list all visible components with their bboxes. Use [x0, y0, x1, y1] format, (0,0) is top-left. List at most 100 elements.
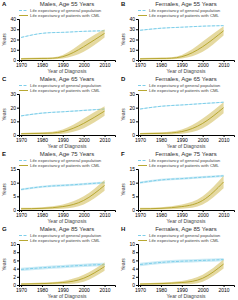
y-tick-mark: [17, 260, 19, 261]
band: [140, 258, 223, 266]
x-tick-label: 1990: [177, 62, 188, 68]
x-tick-label: 1970: [135, 137, 146, 143]
panel: 197019801990200020100246810Year of Diagn…: [1, 226, 116, 299]
x-tick-label: 2010: [219, 287, 230, 293]
y-tick-label: 0: [13, 132, 16, 138]
y-tick-mark: [17, 108, 19, 109]
y-tick-label: 10: [129, 241, 135, 247]
y-tick: 10: [10, 241, 19, 247]
x-tick: 2000: [198, 285, 209, 293]
plot-area: [140, 258, 223, 285]
legend: Life expectancy of general populationLif…: [138, 83, 221, 93]
line: [140, 176, 223, 183]
x-tick: 2000: [79, 210, 90, 218]
y-tick-mark: [136, 135, 138, 136]
y-axis-title: Years: [1, 258, 7, 271]
y-tick-mark: [136, 108, 138, 109]
x-tick-label: 2000: [198, 287, 209, 293]
y-tick-label: 4: [13, 266, 16, 272]
y-tick-mark: [17, 60, 19, 61]
y-axis-line: [17, 170, 20, 211]
x-tick-label: 1970: [135, 287, 146, 293]
y-tick-label: 20: [10, 105, 16, 111]
y-tick-mark: [136, 183, 138, 184]
legend: Life expectancy of general populationLif…: [138, 8, 221, 18]
y-tick-label: 5: [13, 193, 16, 199]
x-tick: 1970: [16, 135, 27, 143]
x-tick-label: 2010: [100, 212, 111, 218]
band: [140, 102, 223, 110]
y-tick: 10: [10, 118, 19, 124]
legend-item: Life expectancy of patients with CML: [19, 238, 101, 243]
y-tick: 20: [129, 105, 138, 111]
legend-swatch: [19, 15, 28, 16]
title: Females, Age 75 Years: [155, 151, 217, 157]
y-tick-mark: [136, 169, 138, 170]
y-axis: 0102030: [10, 91, 19, 138]
y-tick-mark: [17, 196, 19, 197]
y-axis: 051015: [129, 166, 138, 213]
panel-label: F: [121, 151, 125, 157]
line: [140, 108, 223, 134]
y-tick: 0: [132, 282, 138, 288]
plot-area: [140, 25, 223, 59]
plot-area: [140, 175, 223, 210]
y-tick: 6: [132, 258, 138, 264]
y-tick: 0: [13, 282, 19, 288]
y-tick: 30: [129, 26, 138, 32]
y-tick: 5: [132, 193, 138, 199]
y-tick-label: 20: [129, 105, 135, 111]
y-tick-mark: [17, 244, 19, 245]
y-tick: 4: [13, 266, 19, 272]
x-axis: 19701980199020002010: [16, 135, 115, 143]
x-tick: 1970: [16, 60, 27, 68]
x-tick-label: 2010: [100, 287, 111, 293]
band: [140, 260, 223, 285]
x-axis-title: Year of Diagnosis: [47, 293, 87, 299]
plot-area: [21, 180, 104, 210]
y-axis-line: [136, 20, 139, 61]
y-tick-mark: [136, 94, 138, 95]
legend-swatch: [138, 10, 147, 11]
x-tick: 1990: [177, 60, 188, 68]
y-tick: 4: [132, 266, 138, 272]
band: [21, 180, 104, 210]
y-tick-mark: [136, 50, 138, 51]
y-tick-label: 30: [129, 91, 135, 97]
y-axis: 010203040: [10, 16, 19, 63]
x-tick: 1970: [16, 285, 27, 293]
legend: Life expectancy of general populationLif…: [19, 233, 102, 243]
y-tick-mark: [17, 277, 19, 278]
x-tick: 1990: [177, 135, 188, 143]
x-axis: 19701980199020002010: [16, 60, 115, 68]
x-tick-label: 1990: [177, 287, 188, 293]
x-axis: 19701980199020002010: [16, 285, 115, 293]
y-axis-title: Years: [120, 183, 126, 196]
x-tick: 2000: [79, 60, 90, 68]
band: [140, 175, 223, 184]
x-axis: 19701980199020002010: [16, 210, 115, 218]
x-tick-label: 1970: [135, 212, 146, 218]
y-tick-mark: [136, 210, 138, 211]
legend-label: Life expectancy of patients with CML: [30, 163, 101, 168]
y-tick: 10: [10, 180, 19, 186]
x-tick-label: 1970: [16, 287, 27, 293]
y-tick-mark: [136, 269, 138, 270]
y-tick: 0: [132, 57, 138, 63]
line: [21, 33, 104, 58]
y-axis-title: Years: [120, 258, 126, 271]
panel-label: H: [121, 226, 125, 232]
x-tick-label: 1980: [156, 212, 167, 218]
legend-swatch: [19, 10, 28, 11]
y-tick-mark: [136, 29, 138, 30]
x-axis-title: Year of Diagnosis: [166, 293, 206, 299]
title: Females, Age 85 Years: [155, 226, 217, 232]
x-tick-label: 1990: [177, 137, 188, 143]
y-tick-mark: [17, 50, 19, 51]
line: [140, 26, 223, 31]
x-tick: 1980: [156, 60, 167, 68]
panel: 197019801990200020100246810Year of Diagn…: [120, 226, 235, 299]
line: [140, 260, 223, 265]
legend-label: Life expectancy of patients with CML: [149, 88, 220, 93]
y-tick: 8: [13, 249, 19, 255]
